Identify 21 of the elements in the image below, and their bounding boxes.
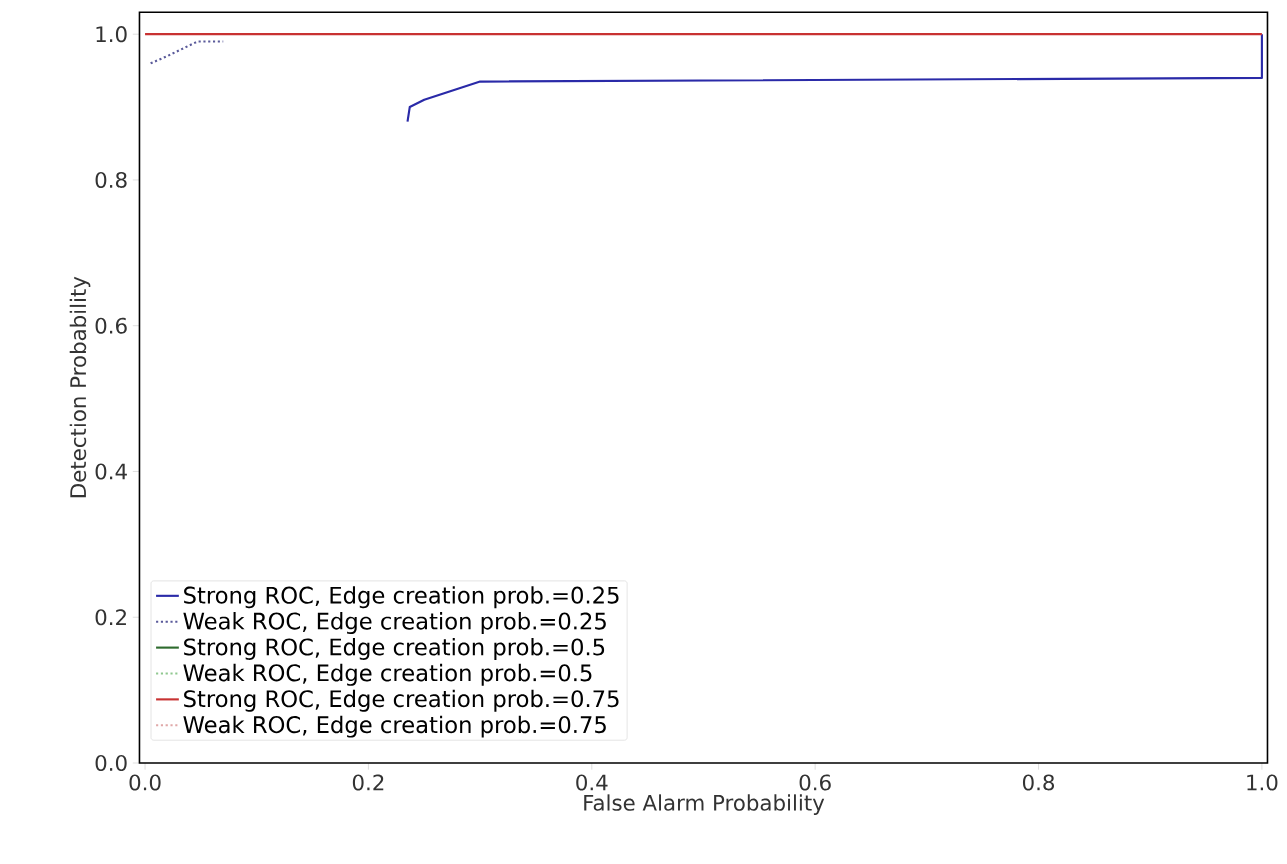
x-tick-label: 1.0 (1247, 774, 1278, 791)
y-tick-label: 0.0 (95, 754, 127, 772)
x-tick-label: 0.2 (352, 774, 384, 791)
y-tick-label: 0.8 (95, 171, 127, 189)
y-tick-label: 0.4 (95, 463, 127, 480)
x-tick-label: 0.8 (1022, 774, 1055, 791)
line-series (406, 33, 1263, 123)
x-tick-label: 0.0 (129, 774, 161, 791)
x-axis-title: False Alarm Probability (584, 794, 825, 815)
y-tick-label: 0.2 (95, 609, 126, 626)
y-tick-label: 1.0 (96, 26, 127, 43)
y-axis-title: Detection Probability (69, 276, 91, 498)
legend-label: Strong ROC, Edge creation prob.=0.5 (184, 637, 605, 660)
legend-label: Weak ROC, Edge creation prob.=0.5 (183, 663, 592, 686)
legend-label: Strong ROC, Edge creation prob.=0.25 (184, 586, 619, 609)
legend-label: Strong ROC, Edge creation prob.=0.75 (184, 689, 619, 712)
x-tick-label: 0.6 (799, 774, 831, 791)
x-tick-label: 0.4 (576, 774, 608, 791)
y-tick-label: 0.6 (95, 317, 127, 334)
legend-label: Weak ROC, Edge creation prob.=0.25 (183, 612, 606, 635)
legend-label: Weak ROC, Edge creation prob.=0.75 (183, 715, 606, 738)
